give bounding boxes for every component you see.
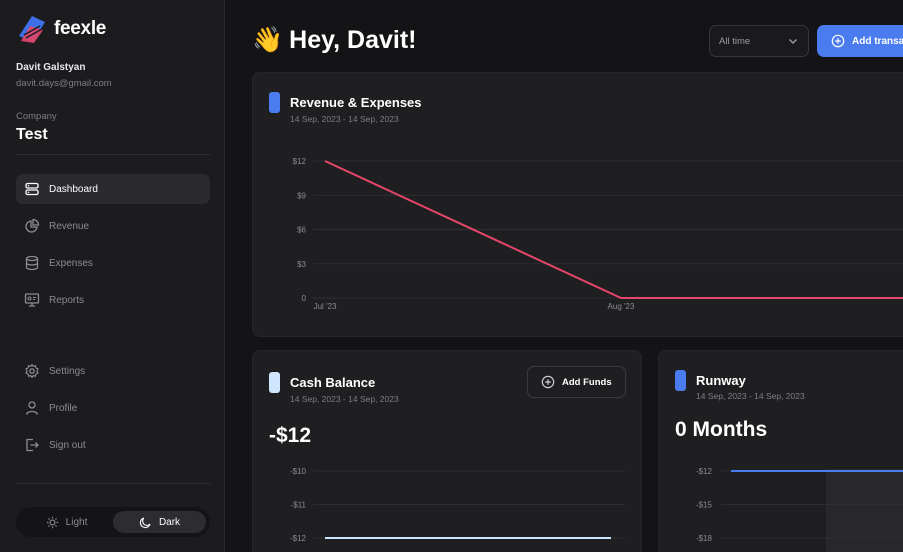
company-name[interactable]: Test bbox=[16, 126, 48, 143]
waving-hand-icon: 👋 bbox=[252, 26, 284, 54]
sidebar-item-profile[interactable]: Profile bbox=[16, 393, 210, 423]
card-color-marker bbox=[269, 92, 280, 113]
sidebar-item-dashboard[interactable]: Dashboard bbox=[16, 174, 210, 204]
hover-highlight bbox=[826, 469, 903, 552]
sidebar-item-sign-out[interactable]: Sign out bbox=[16, 430, 210, 460]
user-icon bbox=[25, 401, 39, 415]
runway-card: Runway 14 Sep, 2023 - 14 Sep, 2023 0 Mon… bbox=[658, 350, 903, 552]
sun-icon bbox=[46, 516, 58, 528]
y-tick-label: -$10 bbox=[290, 467, 307, 476]
chevron-down-icon bbox=[789, 39, 797, 44]
divider bbox=[16, 483, 210, 484]
runway-value: 0 Months bbox=[675, 418, 768, 441]
card-title: Cash Balance bbox=[290, 375, 376, 390]
sidebar-item-label: Profile bbox=[49, 402, 78, 414]
card-color-marker bbox=[269, 372, 280, 393]
greeting-text: Hey, Davit! bbox=[289, 26, 417, 54]
card-date-range: 14 Sep, 2023 - 14 Sep, 2023 bbox=[290, 114, 399, 124]
series-line bbox=[324, 160, 903, 299]
add-transaction-button[interactable]: Add transaction bbox=[817, 25, 903, 57]
user-name: Davit Galstyan bbox=[16, 62, 86, 73]
sidebar-item-label: Sign out bbox=[49, 439, 86, 451]
y-tick-label: -$12 bbox=[696, 467, 713, 476]
add-funds-label: Add Funds bbox=[562, 376, 612, 388]
plus-circle-icon bbox=[831, 34, 845, 48]
y-tick-label: $12 bbox=[293, 157, 307, 166]
x-tick-label: Jul '23 bbox=[314, 302, 337, 311]
sidebar-item-expenses[interactable]: Expenses bbox=[16, 248, 210, 278]
theme-dark-option[interactable]: Dark bbox=[113, 511, 206, 533]
company-label: Company bbox=[16, 111, 57, 122]
database-icon bbox=[25, 255, 39, 271]
sidebar-item-revenue[interactable]: Revenue bbox=[16, 211, 210, 241]
card-title: Runway bbox=[696, 373, 746, 388]
time-range-select[interactable]: All time bbox=[709, 25, 809, 57]
card-title: Revenue & Expenses bbox=[290, 95, 422, 110]
y-tick-label: $3 bbox=[297, 260, 306, 269]
y-tick-label: 0 bbox=[302, 294, 307, 303]
user-email: davit.days@gmail.com bbox=[16, 78, 112, 89]
y-tick-label: $9 bbox=[297, 191, 306, 200]
theme-dark-label: Dark bbox=[158, 516, 181, 528]
cash-balance-card: Cash Balance 14 Sep, 2023 - 14 Sep, 2023… bbox=[252, 350, 642, 552]
theme-light-label: Light bbox=[65, 516, 88, 528]
sidebar-item-label: Revenue bbox=[49, 220, 90, 232]
sidebar-item-label: Dashboard bbox=[49, 183, 98, 195]
add-transaction-label: Add transaction bbox=[852, 35, 903, 47]
page-title: 👋 Hey, Davit! bbox=[252, 26, 417, 55]
app-name: feexle bbox=[54, 18, 107, 39]
add-funds-button[interactable]: Add Funds bbox=[527, 366, 626, 398]
y-tick-label: -$15 bbox=[696, 501, 713, 510]
moon-icon bbox=[139, 516, 151, 528]
card-color-marker bbox=[675, 370, 686, 391]
revenue-expenses-card: Revenue & Expenses 14 Sep, 2023 - 14 Sep… bbox=[252, 72, 903, 337]
y-tick-label: -$18 bbox=[696, 534, 713, 543]
divider bbox=[16, 154, 210, 155]
pie-chart-icon bbox=[25, 218, 40, 233]
theme-light-option[interactable]: Light bbox=[20, 511, 113, 533]
time-range-value: All time bbox=[719, 35, 751, 47]
theme-toggle: Light Dark bbox=[16, 507, 210, 537]
sidebar-item-label: Expenses bbox=[49, 257, 93, 269]
x-tick-label: Aug '23 bbox=[608, 302, 635, 311]
gear-icon bbox=[25, 363, 39, 379]
sidebar-item-label: Reports bbox=[49, 294, 85, 306]
presentation-icon bbox=[24, 293, 40, 307]
cash-balance-chart: -$10 -$11 -$12 bbox=[290, 467, 625, 543]
y-tick-label: -$12 bbox=[290, 534, 307, 543]
sidebar-item-label: Settings bbox=[49, 365, 86, 377]
runway-chart: -$12 -$15 -$18 bbox=[696, 467, 903, 552]
dashboard-icon bbox=[25, 182, 39, 196]
sidebar: feexle Davit Galstyan davit.days@gmail.c… bbox=[0, 0, 225, 552]
sidebar-item-reports[interactable]: Reports bbox=[16, 285, 210, 315]
y-tick-label: -$11 bbox=[291, 501, 307, 510]
app-logo[interactable]: feexle bbox=[16, 14, 106, 44]
feexle-logo-icon bbox=[19, 16, 45, 43]
sidebar-item-settings[interactable]: Settings bbox=[16, 356, 210, 386]
card-date-range: 14 Sep, 2023 - 14 Sep, 2023 bbox=[290, 394, 399, 404]
plus-circle-icon bbox=[541, 375, 555, 389]
y-tick-label: $6 bbox=[297, 226, 306, 235]
sign-out-icon bbox=[26, 438, 39, 452]
card-date-range: 14 Sep, 2023 - 14 Sep, 2023 bbox=[696, 391, 805, 401]
cash-balance-value: -$12 bbox=[269, 424, 312, 447]
